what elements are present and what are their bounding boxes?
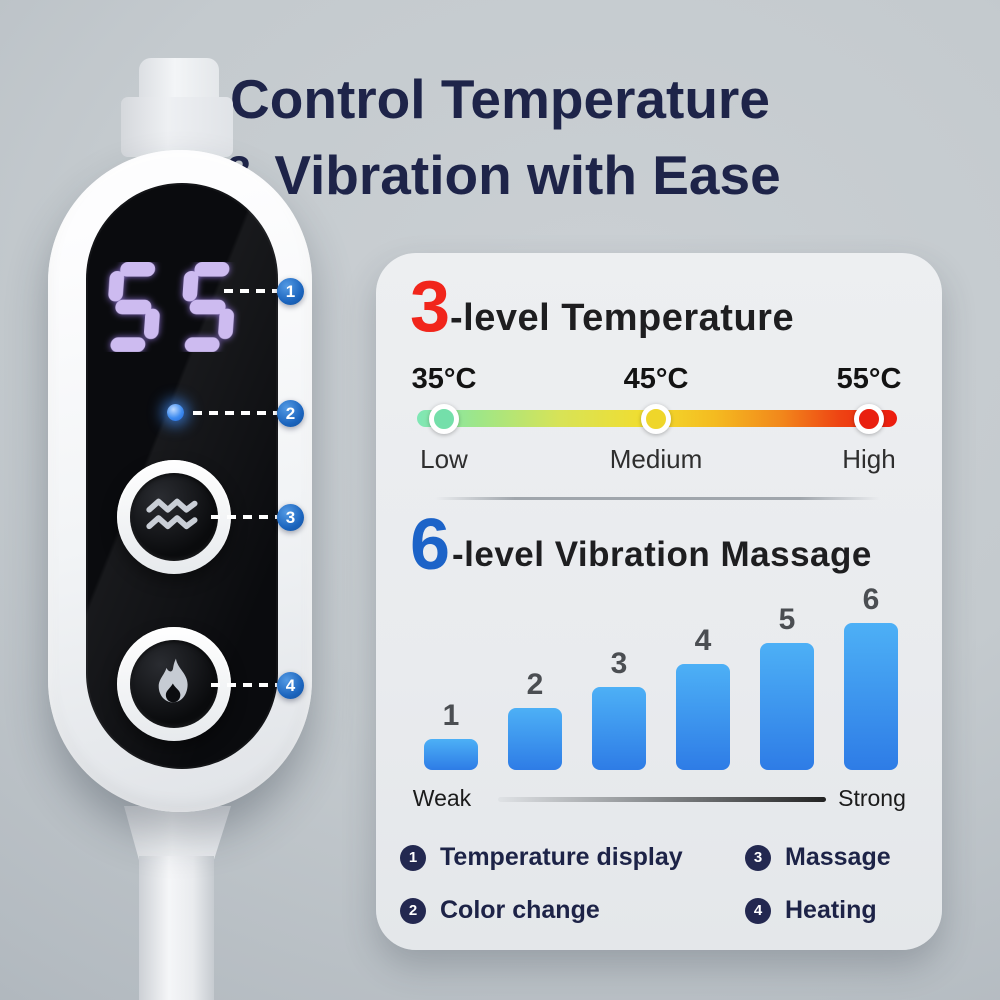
temp-value-label: 55°C bbox=[836, 363, 902, 395]
callout-dash-line bbox=[211, 683, 277, 687]
callout-dash-line bbox=[224, 289, 277, 293]
color-change-led bbox=[167, 404, 184, 421]
callout-dash-line bbox=[211, 515, 277, 519]
temp-scale-marker bbox=[429, 404, 459, 434]
section-divider bbox=[435, 497, 880, 500]
seven-segment-digit-5 bbox=[108, 262, 160, 352]
legend-number-1: 1 bbox=[400, 844, 426, 871]
seven-segment-digit-5 bbox=[182, 262, 234, 352]
flame-icon bbox=[158, 658, 188, 702]
temp-value-label: 45°C bbox=[623, 363, 689, 395]
vibration-level-number: 2 bbox=[526, 668, 544, 701]
legend-label: Heating bbox=[785, 896, 877, 924]
legend-number-2: 2 bbox=[400, 897, 426, 924]
temp-value-label: 35°C bbox=[411, 363, 477, 395]
legend-label: Color change bbox=[440, 896, 600, 924]
legend-label: Massage bbox=[785, 843, 891, 871]
callout-number-3: 3 bbox=[277, 504, 304, 531]
legend-number-3: 3 bbox=[745, 844, 771, 871]
vibration-level-number: 3 bbox=[610, 647, 628, 680]
massage-button-face bbox=[130, 473, 218, 561]
heating-button-face bbox=[130, 640, 218, 728]
cable bbox=[139, 856, 214, 1000]
vibration-level-count: 6 bbox=[410, 505, 451, 585]
callout-number-1: 1 bbox=[277, 278, 304, 305]
cable-connector-block bbox=[121, 97, 233, 157]
cable-strain-relief bbox=[124, 806, 231, 860]
vibration-bar bbox=[676, 664, 730, 770]
temperature-level-count: 3 bbox=[410, 267, 451, 347]
legend-label: Temperature display bbox=[440, 843, 683, 871]
page-title-line1: Control Temperature bbox=[230, 68, 770, 130]
temperature-display bbox=[108, 262, 234, 352]
page-title-line2: & Vibration with Ease bbox=[219, 143, 781, 206]
callout-number-2: 2 bbox=[277, 400, 304, 427]
vibration-bar bbox=[760, 643, 814, 770]
vibration-level-number: 4 bbox=[694, 624, 712, 657]
legend-item: 1 Temperature display bbox=[400, 843, 683, 872]
wave-icon bbox=[146, 498, 198, 530]
temperature-heading: -level Temperature bbox=[450, 297, 795, 339]
vibration-bar bbox=[424, 739, 478, 770]
vibration-heading: -level Vibration Massage bbox=[452, 535, 872, 574]
vibration-bar bbox=[592, 687, 646, 770]
page-title: Control Temperature & Vibration with Eas… bbox=[0, 62, 1000, 214]
heating-button bbox=[117, 627, 231, 741]
vibration-bar bbox=[508, 708, 562, 770]
weak-strong-axis-line bbox=[498, 797, 826, 802]
temp-scale-marker bbox=[641, 404, 671, 434]
temp-level-name: Medium bbox=[609, 444, 703, 474]
weak-label: Weak bbox=[412, 785, 472, 811]
temp-level-name: High bbox=[842, 444, 896, 474]
info-card: 3 -level Temperature 6 -level Vibration … bbox=[376, 253, 942, 950]
callout-dash-line bbox=[193, 411, 277, 415]
strong-label: Strong bbox=[838, 785, 906, 811]
vibration-bar bbox=[844, 623, 898, 770]
legend-item: 3 Massage bbox=[745, 843, 891, 872]
callout-number-4: 4 bbox=[277, 672, 304, 699]
vibration-level-number: 5 bbox=[778, 603, 796, 636]
vibration-level-number: 1 bbox=[442, 699, 460, 732]
legend-item: 4 Heating bbox=[745, 896, 877, 925]
legend-item: 2 Color change bbox=[400, 896, 600, 925]
legend-number-4: 4 bbox=[745, 897, 771, 924]
temp-level-name: Low bbox=[420, 444, 468, 474]
vibration-level-number: 6 bbox=[862, 583, 880, 616]
temp-scale-marker bbox=[854, 404, 884, 434]
